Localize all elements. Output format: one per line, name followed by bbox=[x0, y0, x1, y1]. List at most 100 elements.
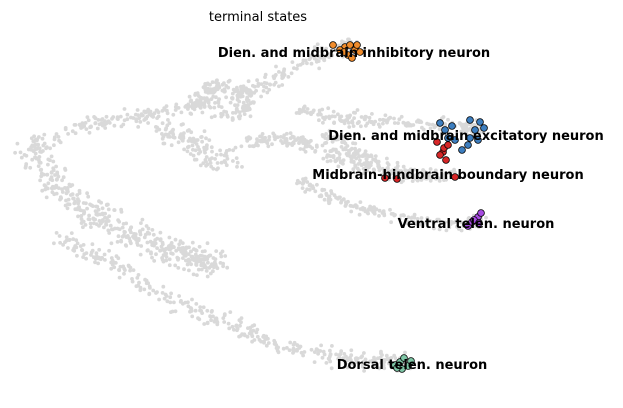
background-cell-point bbox=[348, 203, 353, 208]
background-cell-point bbox=[205, 321, 210, 326]
background-cell-point bbox=[240, 165, 244, 169]
background-cell-point bbox=[421, 127, 426, 132]
background-cell-point bbox=[439, 220, 444, 225]
background-cell-point bbox=[73, 199, 77, 204]
background-cell-point bbox=[242, 112, 247, 116]
background-cell-point bbox=[40, 136, 45, 141]
background-cell-point bbox=[360, 354, 364, 359]
background-cell-point bbox=[274, 64, 278, 69]
background-cell-point bbox=[206, 98, 211, 103]
background-cell-point bbox=[206, 260, 210, 265]
background-cell-point bbox=[213, 114, 217, 118]
background-cell-point bbox=[329, 191, 334, 196]
background-cell-point bbox=[231, 87, 236, 92]
background-cell-point bbox=[77, 205, 81, 210]
background-cell-point bbox=[129, 115, 133, 120]
background-cell-point bbox=[209, 264, 213, 269]
background-cell-point bbox=[198, 257, 203, 262]
background-cell-point bbox=[102, 252, 107, 257]
background-cell-point bbox=[221, 264, 226, 269]
background-cell-point bbox=[36, 164, 41, 169]
background-cell-point bbox=[120, 225, 125, 230]
background-cell-point bbox=[298, 147, 303, 151]
background-cell-point bbox=[146, 121, 151, 125]
background-cell-point bbox=[345, 365, 350, 370]
background-cell-point bbox=[160, 132, 164, 136]
background-cell-point bbox=[149, 250, 153, 255]
background-cell-point bbox=[87, 213, 91, 218]
background-cell-point bbox=[289, 71, 294, 76]
background-cell-point bbox=[361, 171, 366, 176]
background-cell-point bbox=[255, 78, 259, 83]
background-cell-point bbox=[191, 272, 196, 277]
background-cell-point bbox=[431, 221, 436, 226]
background-cell-point bbox=[32, 134, 36, 139]
background-cell-point bbox=[255, 334, 260, 339]
background-cell-point bbox=[98, 219, 103, 224]
background-cell-point bbox=[33, 155, 37, 160]
terminal-state-cells bbox=[329, 41, 488, 373]
background-cell-point bbox=[378, 117, 382, 122]
background-cell-point bbox=[326, 134, 331, 139]
background-cell-point bbox=[272, 338, 277, 343]
background-cell-point bbox=[368, 204, 372, 209]
background-cell-point bbox=[159, 244, 164, 249]
background-cell-point bbox=[195, 98, 199, 102]
background-cell-point bbox=[176, 257, 180, 262]
background-cell-point bbox=[406, 215, 411, 220]
background-cell-point bbox=[209, 115, 214, 120]
terminal-cell-point-3 bbox=[475, 219, 483, 227]
label-midbrain-hindbrain-boundary: Midbrain-hindbrain boundary neuron bbox=[312, 168, 583, 183]
background-cell-point bbox=[412, 167, 417, 172]
background-cell-point bbox=[38, 178, 42, 183]
background-cell-point bbox=[341, 161, 345, 166]
background-cell-point bbox=[354, 358, 359, 363]
background-cell-point bbox=[362, 351, 366, 355]
background-cell-point bbox=[160, 136, 165, 141]
background-cell-point bbox=[439, 168, 444, 173]
background-cell-point bbox=[250, 324, 255, 328]
background-cell-point bbox=[209, 164, 214, 169]
background-cell-point bbox=[208, 161, 213, 165]
background-cell-point bbox=[230, 96, 234, 100]
terminal-cell-point-4 bbox=[407, 357, 415, 365]
background-cell-point bbox=[326, 196, 331, 201]
background-cell-point bbox=[294, 138, 299, 142]
background-cell-point bbox=[69, 193, 73, 197]
background-cell-point bbox=[126, 263, 131, 268]
background-cell-point bbox=[342, 134, 346, 139]
background-cell-point bbox=[338, 115, 342, 119]
background-cell-point bbox=[190, 240, 195, 245]
background-cell-point bbox=[292, 340, 297, 345]
background-cell-point bbox=[214, 317, 219, 322]
background-cell-point bbox=[343, 141, 348, 146]
terminal-cell-point-4 bbox=[393, 364, 401, 372]
background-cell-point bbox=[51, 159, 56, 164]
background-cell-point bbox=[86, 118, 91, 123]
background-cell-point bbox=[216, 101, 221, 105]
background-cell-point bbox=[259, 82, 264, 86]
background-cell-point bbox=[52, 241, 56, 246]
background-cell-point bbox=[248, 331, 253, 336]
background-cell-point bbox=[308, 144, 312, 149]
background-cell-point bbox=[425, 216, 430, 221]
background-cell-point bbox=[205, 257, 210, 261]
background-cell-point bbox=[232, 327, 236, 332]
background-cell-point bbox=[109, 241, 114, 246]
background-cell-point bbox=[146, 281, 151, 286]
background-cell-point bbox=[202, 322, 207, 326]
background-cell-point bbox=[171, 132, 176, 137]
background-cell-point bbox=[309, 138, 313, 143]
background-cell-point bbox=[199, 135, 204, 139]
background-cell-point bbox=[405, 221, 410, 226]
background-cell-point bbox=[248, 114, 253, 119]
background-cell-point bbox=[256, 84, 260, 88]
background-cell-point bbox=[86, 194, 91, 199]
background-cell-point bbox=[207, 138, 212, 143]
background-cell-point bbox=[96, 118, 101, 122]
background-cell-point bbox=[158, 237, 163, 242]
background-cell-point bbox=[106, 219, 111, 223]
terminal-cell-point-2 bbox=[451, 173, 459, 181]
background-cell-point bbox=[251, 144, 256, 149]
background-cell-point bbox=[228, 310, 233, 314]
